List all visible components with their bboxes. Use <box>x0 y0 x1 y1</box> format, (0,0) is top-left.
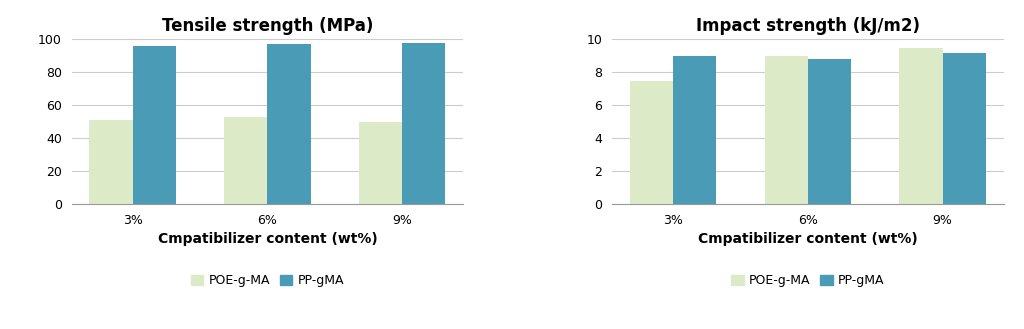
X-axis label: Cmpatibilizer content (wt%): Cmpatibilizer content (wt%) <box>698 232 918 246</box>
Bar <box>133 46 176 204</box>
Bar <box>899 48 942 204</box>
Bar <box>89 120 133 204</box>
Bar <box>402 43 445 204</box>
Legend: POE-g-MA, PP-gMA: POE-g-MA, PP-gMA <box>186 269 349 292</box>
Bar <box>267 44 310 204</box>
Legend: POE-g-MA, PP-gMA: POE-g-MA, PP-gMA <box>726 269 889 292</box>
Bar <box>673 56 716 204</box>
Bar <box>942 53 986 204</box>
X-axis label: Cmpatibilizer content (wt%): Cmpatibilizer content (wt%) <box>158 232 377 246</box>
Bar <box>765 56 808 204</box>
Title: Impact strength (kJ/m2): Impact strength (kJ/m2) <box>695 17 920 35</box>
Title: Tensile strength (MPa): Tensile strength (MPa) <box>162 17 373 35</box>
Bar <box>630 81 673 204</box>
Bar <box>224 117 267 204</box>
Bar <box>359 122 402 204</box>
Bar <box>808 59 851 204</box>
